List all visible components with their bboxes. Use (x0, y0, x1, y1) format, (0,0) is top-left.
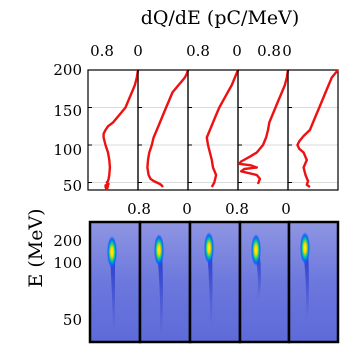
spectrum-line (146, 69, 190, 188)
image-panel (238, 220, 291, 344)
spectrum-panel (87, 69, 140, 191)
spectrum-line (102, 69, 140, 191)
beam-tail (207, 248, 213, 325)
e-axis-label: E (MeV) (25, 208, 47, 287)
top-y-ticks: 200 150 100 50 (53, 61, 82, 195)
x-tick-label: 0 (232, 42, 242, 60)
x-tick-label: 0 (133, 42, 143, 60)
image-panel (88, 220, 142, 344)
y-tick-label: 100 (53, 141, 82, 159)
spectrum-line (238, 69, 290, 185)
middle-x-ticks: 0.8 0 0.8 0 (127, 200, 291, 218)
image-panel (188, 220, 242, 344)
image-background (190, 222, 240, 342)
beam-spot (251, 234, 261, 266)
spectrum-panel (137, 69, 190, 191)
x-tick-label: 0.8 (257, 42, 281, 60)
beam-tail (303, 248, 309, 320)
spectrum-panel (187, 69, 240, 191)
beam-tail (254, 250, 261, 300)
beam-spot (300, 232, 310, 264)
x-tick-label: 0.8 (127, 200, 151, 218)
spectrum-panel (287, 69, 339, 191)
image-background (240, 222, 289, 342)
beam-spot (204, 232, 214, 264)
spectrum-panel (237, 69, 290, 191)
x-tick-label: 0.8 (186, 42, 210, 60)
x-tick-label: 0.8 (225, 200, 249, 218)
top-x-ticks: 0.8 0 0.8 0 0.8 0 (90, 42, 292, 60)
top-axis-label: dQ/dE (pC/MeV) (141, 7, 300, 29)
image-panels (88, 220, 340, 344)
y-tick-label: 150 (53, 102, 82, 120)
y-tick-label: 50 (63, 177, 82, 195)
x-tick-label: 0 (182, 200, 192, 218)
beam-tail (157, 250, 163, 335)
beam-tail (110, 252, 115, 330)
beam-spot (154, 234, 164, 266)
panel-frame (287, 69, 339, 191)
image-panel (287, 220, 340, 344)
y-tick-label: 50 (63, 311, 82, 329)
spectrum-panels (87, 69, 339, 191)
bottom-y-ticks: 200 100 50 (53, 232, 82, 329)
image-panel (138, 220, 192, 344)
x-tick-label: 0 (282, 42, 292, 60)
y-tick-label: 100 (53, 254, 82, 272)
panel-frame (137, 69, 189, 191)
spectrum-line (296, 69, 339, 188)
image-frame (287, 220, 340, 344)
y-tick-label: 200 (53, 232, 82, 250)
beam-spot (107, 236, 117, 268)
image-background (289, 222, 338, 342)
panel-frame (87, 69, 139, 191)
x-tick-label: 0 (281, 200, 291, 218)
spectrum-line (205, 69, 240, 188)
y-tick-label: 200 (53, 61, 82, 79)
image-background (140, 222, 190, 342)
x-tick-label: 0.8 (90, 42, 114, 60)
